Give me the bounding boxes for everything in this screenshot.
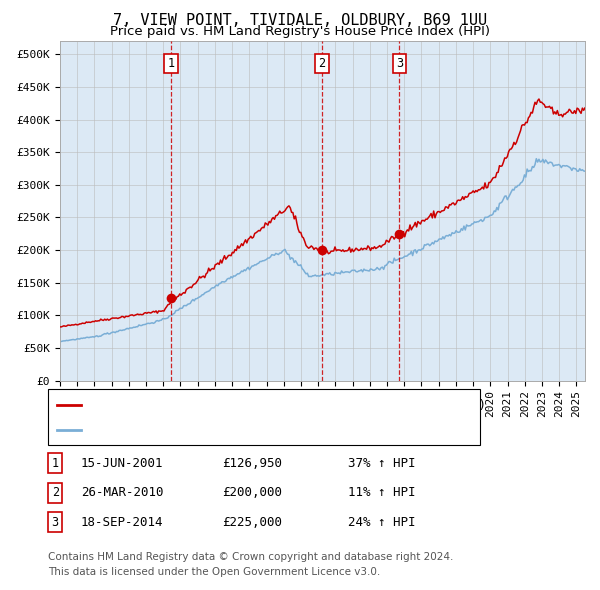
Text: £200,000: £200,000 — [222, 486, 282, 499]
Text: 37% ↑ HPI: 37% ↑ HPI — [348, 457, 415, 470]
Text: 11% ↑ HPI: 11% ↑ HPI — [348, 486, 415, 499]
Text: 2: 2 — [52, 486, 59, 499]
Text: 2: 2 — [319, 57, 326, 70]
Text: £126,950: £126,950 — [222, 457, 282, 470]
Text: 1: 1 — [167, 57, 175, 70]
Text: 3: 3 — [52, 516, 59, 529]
Text: 1: 1 — [52, 457, 59, 470]
Text: £225,000: £225,000 — [222, 516, 282, 529]
Text: 15-JUN-2001: 15-JUN-2001 — [81, 457, 163, 470]
Text: HPI: Average price, detached house, Sandwell: HPI: Average price, detached house, Sand… — [85, 423, 374, 436]
Text: 24% ↑ HPI: 24% ↑ HPI — [348, 516, 415, 529]
Text: 26-MAR-2010: 26-MAR-2010 — [81, 486, 163, 499]
Text: This data is licensed under the Open Government Licence v3.0.: This data is licensed under the Open Gov… — [48, 567, 380, 577]
Text: Contains HM Land Registry data © Crown copyright and database right 2024.: Contains HM Land Registry data © Crown c… — [48, 552, 454, 562]
Text: 3: 3 — [396, 57, 403, 70]
Text: 7, VIEW POINT, TIVIDALE, OLDBURY, B69 1UU (detached house): 7, VIEW POINT, TIVIDALE, OLDBURY, B69 1U… — [85, 399, 485, 412]
Text: 18-SEP-2014: 18-SEP-2014 — [81, 516, 163, 529]
Text: Price paid vs. HM Land Registry's House Price Index (HPI): Price paid vs. HM Land Registry's House … — [110, 25, 490, 38]
Text: 7, VIEW POINT, TIVIDALE, OLDBURY, B69 1UU: 7, VIEW POINT, TIVIDALE, OLDBURY, B69 1U… — [113, 13, 487, 28]
